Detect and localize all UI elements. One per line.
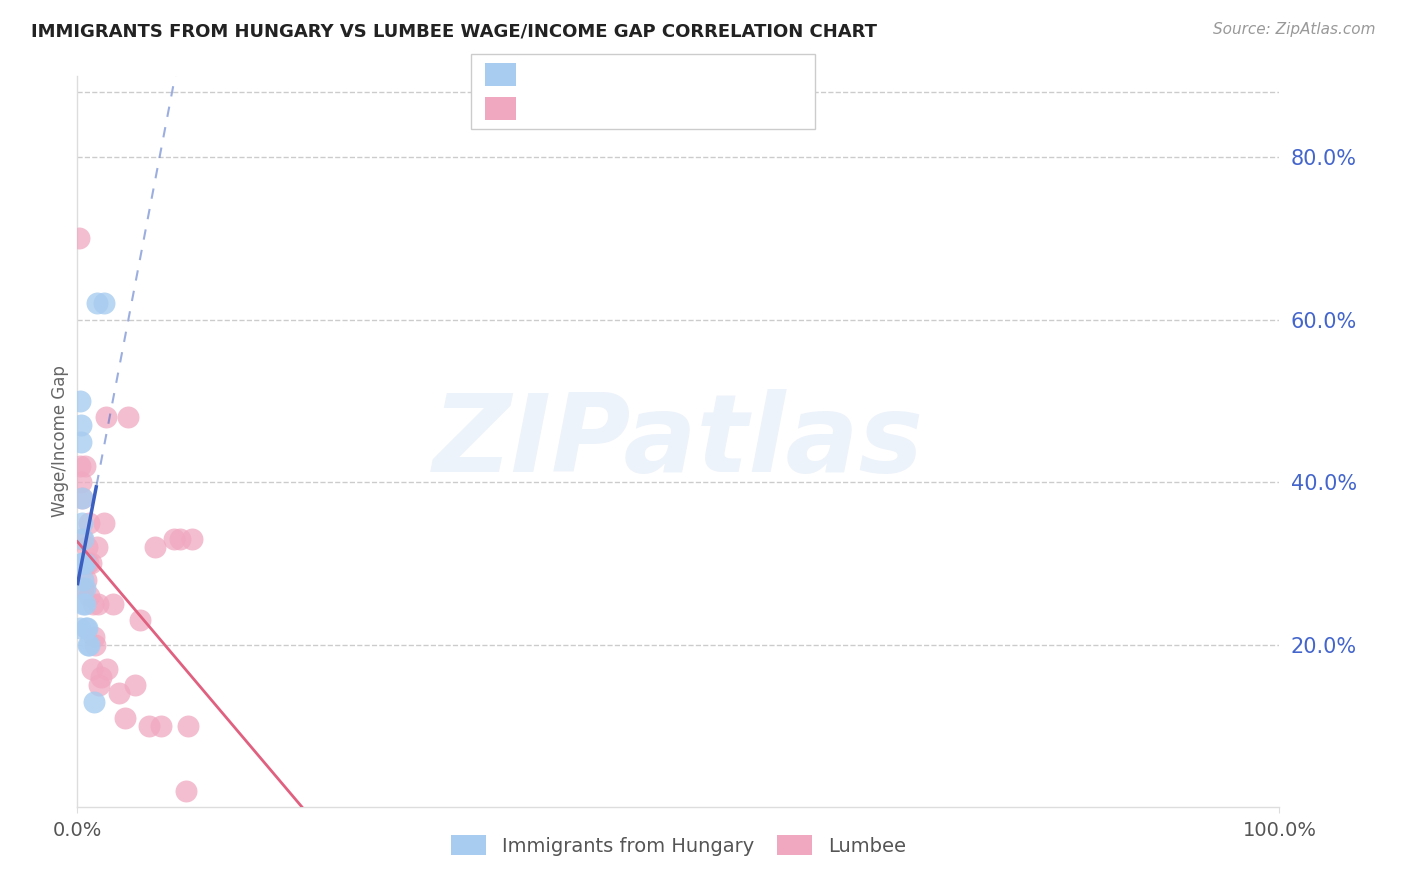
Legend: Immigrants from Hungary, Lumbee: Immigrants from Hungary, Lumbee (443, 827, 914, 863)
Point (76, 622, 98, 636)
Point (72, 557, 94, 571)
Point (69, 622, 91, 636)
Point (72, 597, 94, 611)
Point (73, 557, 96, 571)
Point (177, 719, 200, 733)
Point (96, 410, 118, 425)
Point (72, 573, 94, 587)
Text: ZIPatlas: ZIPatlas (433, 389, 924, 494)
Point (72, 532, 94, 546)
Point (145, 540, 167, 554)
Point (138, 719, 160, 733)
Point (84, 638, 107, 652)
Point (80, 662, 103, 676)
Text: R =: R = (524, 99, 564, 117)
Point (73, 458, 96, 473)
Point (70, 491, 93, 506)
Point (93, 296, 115, 310)
Point (70, 516, 93, 530)
Point (73, 557, 96, 571)
Point (128, 613, 150, 627)
Point (70, 557, 93, 571)
Point (77, 638, 100, 652)
Point (79, 557, 101, 571)
Point (69, 393, 91, 408)
Text: 40: 40 (683, 99, 709, 117)
Point (114, 711, 136, 725)
Point (70, 532, 93, 546)
Point (124, 678, 146, 692)
Text: N =: N = (637, 99, 689, 117)
Y-axis label: Wage/Income Gap: Wage/Income Gap (51, 366, 69, 517)
Point (150, 719, 173, 733)
Point (117, 410, 139, 425)
Point (180, 532, 202, 546)
Point (72, 557, 94, 571)
Point (70, 434, 93, 449)
Point (70, 418, 93, 433)
Point (79, 589, 101, 603)
Point (72, 581, 94, 595)
Point (87, 597, 110, 611)
Text: R =: R = (524, 66, 564, 84)
Point (83, 695, 105, 709)
Text: IMMIGRANTS FROM HUNGARY VS LUMBEE WAGE/INCOME GAP CORRELATION CHART: IMMIGRANTS FROM HUNGARY VS LUMBEE WAGE/I… (31, 22, 877, 40)
Point (83, 630, 105, 644)
Text: Source: ZipAtlas.com: Source: ZipAtlas.com (1212, 22, 1375, 37)
Point (79, 638, 101, 652)
Point (90, 670, 112, 684)
Text: -0.029: -0.029 (564, 99, 628, 117)
Point (77, 557, 100, 571)
Text: N =: N = (637, 66, 689, 84)
Point (87, 678, 110, 692)
Point (108, 686, 131, 700)
Point (75, 573, 97, 587)
Text: 21: 21 (683, 66, 714, 84)
Point (73, 597, 96, 611)
Point (70, 475, 93, 490)
Point (79, 516, 101, 530)
Point (86, 296, 108, 310)
Point (75, 622, 97, 636)
Point (174, 784, 197, 798)
Point (69, 458, 91, 473)
Point (169, 532, 191, 546)
Point (67, 231, 90, 245)
Point (73, 581, 96, 595)
Point (86, 540, 108, 554)
Text: -0.290: -0.290 (564, 66, 628, 84)
Point (162, 532, 184, 546)
Point (96, 662, 118, 676)
Point (76, 540, 98, 554)
Point (103, 597, 125, 611)
Point (82, 597, 104, 611)
Point (70, 491, 93, 506)
Point (93, 516, 115, 530)
